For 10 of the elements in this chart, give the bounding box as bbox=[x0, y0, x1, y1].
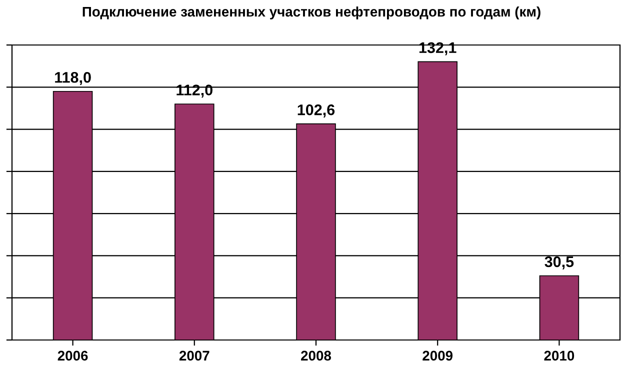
x-tick-label: 2008 bbox=[301, 350, 332, 361]
data-label: 118,0 bbox=[55, 72, 91, 85]
x-tick-label: 2009 bbox=[422, 350, 453, 361]
data-label: 112,0 bbox=[176, 84, 212, 98]
x-tick-label: 2007 bbox=[179, 350, 210, 361]
x-tick-label: 2006 bbox=[58, 350, 88, 361]
data-label: 30,5 bbox=[544, 256, 574, 270]
chart-title: Подключение замененных участков нефтепроводов по годам (км) bbox=[82, 6, 540, 20]
x-tick-label: 2010 bbox=[544, 350, 574, 361]
data-label: 102,6 bbox=[298, 104, 335, 118]
